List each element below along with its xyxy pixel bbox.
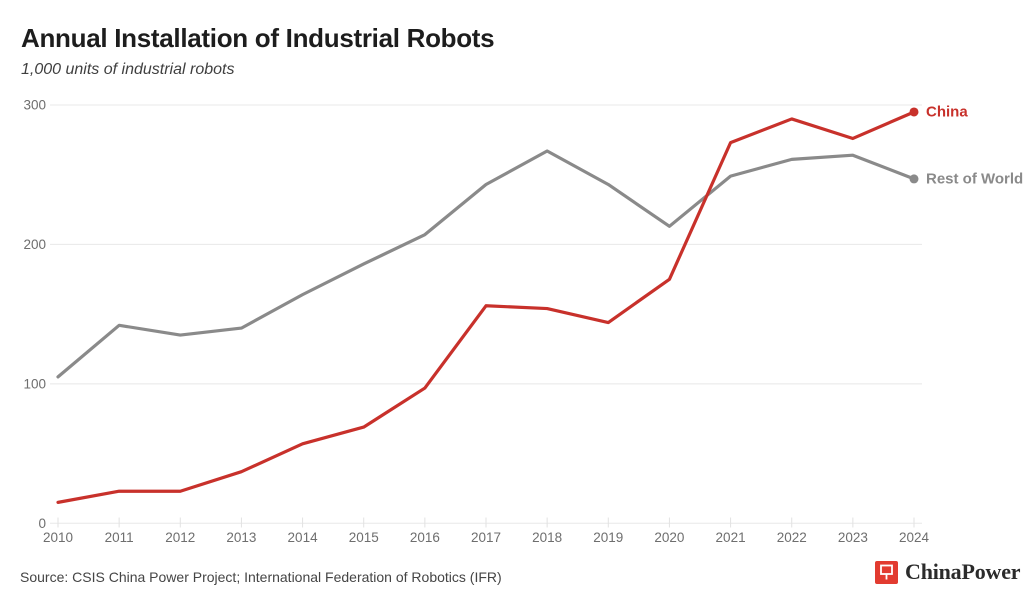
x-tick-label-2017: 2017 xyxy=(471,530,501,545)
y-tick-label-0: 0 xyxy=(38,516,46,531)
chinapower-logo-text: ChinaPower xyxy=(905,559,1021,584)
x-tick-label-2019: 2019 xyxy=(593,530,623,545)
chinapower-logo-link[interactable]: ChinaPower xyxy=(875,559,1021,585)
y-tick-label-200: 200 xyxy=(23,237,46,252)
chart-title: Annual Installation of Industrial Robots xyxy=(21,23,495,53)
chinapower-placard-icon xyxy=(875,560,898,584)
x-tick-label-2015: 2015 xyxy=(349,530,379,545)
series-endpoint-rest-of-world xyxy=(909,174,919,184)
series-endpoint-china xyxy=(909,107,919,117)
x-tick-label-2010: 2010 xyxy=(43,530,73,545)
x-tick-label-2012: 2012 xyxy=(165,530,195,545)
placard-icon xyxy=(880,564,893,579)
series-line-rest-of-world xyxy=(56,149,916,379)
x-tick-label-2022: 2022 xyxy=(777,530,807,545)
source-attribution: Source: CSIS China Power Project; Intern… xyxy=(20,569,502,585)
x-tick-label-2013: 2013 xyxy=(226,530,256,545)
x-tick-label-2011: 2011 xyxy=(105,530,134,545)
chart-subtitle: 1,000 units of industrial robots xyxy=(21,61,235,78)
x-tick-label-2020: 2020 xyxy=(654,530,684,545)
series-line-china xyxy=(56,110,916,504)
series-label-china: China xyxy=(926,103,968,121)
x-tick-label-2024: 2024 xyxy=(899,530,930,545)
x-tick-label-2014: 2014 xyxy=(288,530,319,545)
x-tick-label-2018: 2018 xyxy=(532,530,562,545)
y-tick-label-300: 300 xyxy=(23,98,46,113)
x-tick-label-2016: 2016 xyxy=(410,530,440,545)
x-tick-label-2023: 2023 xyxy=(838,530,868,545)
y-tick-label-100: 100 xyxy=(23,376,46,391)
x-tick-label-2021: 2021 xyxy=(716,530,746,545)
series-label-rest-of-world: Rest of World xyxy=(926,170,1024,188)
